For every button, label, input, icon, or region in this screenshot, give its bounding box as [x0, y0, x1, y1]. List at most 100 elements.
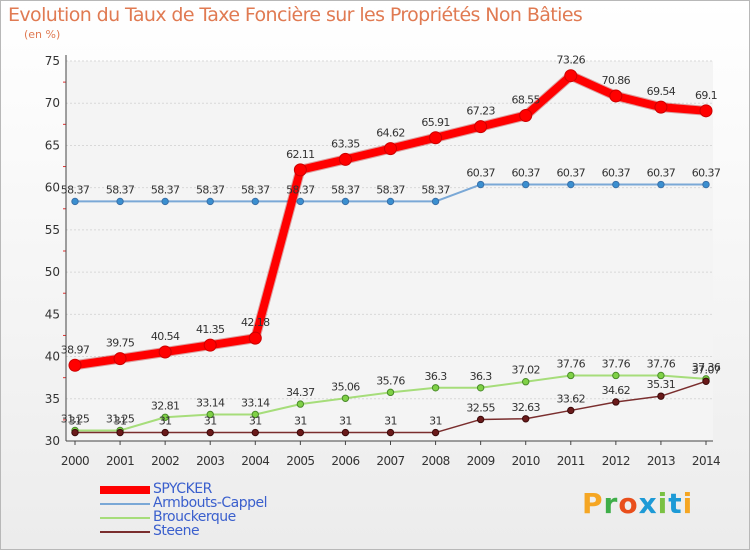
legend-swatch	[100, 486, 150, 494]
x-tick-label: 2005	[286, 454, 314, 468]
data-label: 41.35	[196, 323, 225, 336]
x-tick-label: 2009	[467, 454, 495, 468]
data-label: 58.37	[286, 183, 315, 196]
legend-item: Brouckerque	[100, 509, 360, 525]
data-point	[657, 371, 665, 380]
data-point	[341, 394, 350, 402]
data-label: 73.26	[557, 54, 586, 67]
logo-letter: r	[603, 487, 619, 520]
data-label: 37.36	[692, 361, 721, 374]
data-label: 58.37	[196, 183, 225, 196]
data-point	[522, 180, 530, 189]
x-tick-label: 2012	[602, 454, 630, 468]
y-tick-label: 55	[45, 223, 60, 237]
y-tick-label: 65	[45, 138, 60, 152]
data-label: 39.75	[106, 337, 135, 350]
data-label: 32.55	[466, 401, 495, 414]
x-tick-label: 2001	[106, 454, 134, 468]
data-label: 31	[69, 415, 82, 428]
y-tick-label: 40	[45, 350, 60, 364]
y-tick-label: 60	[45, 181, 60, 195]
data-label: 60.37	[692, 167, 721, 180]
data-point	[248, 331, 262, 345]
logo-letter: t	[668, 487, 683, 520]
data-point	[161, 428, 169, 437]
data-label: 32.81	[151, 399, 180, 412]
data-point	[71, 428, 79, 437]
legend-label: Armbouts-Cappel	[153, 495, 268, 511]
data-point	[567, 406, 575, 415]
data-label: 31	[429, 415, 442, 428]
legend-item: SPYCKER	[100, 481, 360, 497]
data-label: 58.37	[151, 183, 180, 196]
x-tick-label: 2011	[557, 454, 585, 468]
data-label: 33.62	[557, 392, 586, 405]
data-point	[338, 152, 352, 166]
x-tick-label: 2000	[61, 454, 89, 468]
data-point	[161, 413, 169, 421]
data-label: 34.62	[602, 384, 631, 397]
data-label: 34.37	[286, 386, 315, 399]
data-point	[341, 428, 350, 437]
data-point	[567, 371, 575, 380]
legend-item: Steene	[100, 523, 360, 539]
data-point	[699, 104, 713, 118]
data-point	[296, 400, 305, 408]
x-tick-label: 2002	[151, 454, 179, 468]
data-point	[116, 197, 124, 206]
grid-lines	[66, 60, 713, 442]
data-point	[71, 197, 79, 206]
data-point	[702, 180, 710, 189]
data-point	[251, 197, 259, 206]
axes: 30 35 40 45 50 55 60 65 70 75 2000 2001 2002 2003 2004…	[45, 54, 721, 468]
data-label: 35.76	[376, 374, 405, 387]
x-tick-label: 2006	[331, 454, 359, 468]
data-point	[113, 352, 127, 366]
y-tick-label: 75	[45, 54, 60, 68]
data-label: 60.37	[557, 167, 586, 180]
data-label: 60.37	[602, 167, 631, 180]
logo-letter: i	[682, 487, 694, 520]
data-label: 42.18	[241, 316, 270, 329]
data-label: 60.37	[511, 167, 540, 180]
logo-letter: o	[618, 487, 639, 520]
data-point	[431, 384, 440, 392]
data-label: 68.55	[511, 93, 540, 106]
data-point	[161, 197, 169, 206]
data-point	[522, 415, 530, 423]
data-label: 40.54	[151, 330, 180, 343]
data-point	[384, 142, 397, 156]
data-label: 37.76	[647, 357, 676, 370]
data-label: 31	[159, 415, 172, 428]
logo-letter: i	[657, 487, 669, 520]
data-label: 62.11	[286, 148, 315, 161]
data-point	[567, 180, 575, 189]
data-point	[474, 120, 488, 134]
data-label: 70.86	[602, 74, 631, 87]
data-point	[612, 398, 620, 406]
data-point	[522, 378, 530, 386]
data-label: 69.1	[695, 89, 717, 102]
data-point	[251, 428, 259, 437]
data-label: 58.37	[376, 183, 405, 196]
data-point	[429, 131, 443, 145]
x-tick-label: 2008	[422, 454, 450, 468]
data-label: 31	[339, 415, 352, 428]
data-point	[296, 197, 305, 206]
data-label: 69.54	[647, 85, 676, 98]
data-label: 67.23	[466, 105, 495, 118]
x-tick-label: 2010	[512, 454, 540, 468]
data-point	[431, 428, 440, 437]
data-point	[386, 388, 395, 397]
data-label: 31	[114, 415, 127, 428]
y-tick-label: 35	[45, 392, 60, 406]
data-label: 37.76	[557, 357, 586, 370]
y-tick-label: 30	[45, 434, 60, 448]
data-point	[296, 428, 305, 437]
data-point	[158, 345, 172, 359]
x-tick-label: 2004	[241, 454, 269, 468]
proxiti-logo: Proxiti	[582, 487, 693, 520]
legend-swatch	[100, 531, 150, 533]
data-point	[476, 415, 485, 424]
data-point	[564, 69, 578, 83]
